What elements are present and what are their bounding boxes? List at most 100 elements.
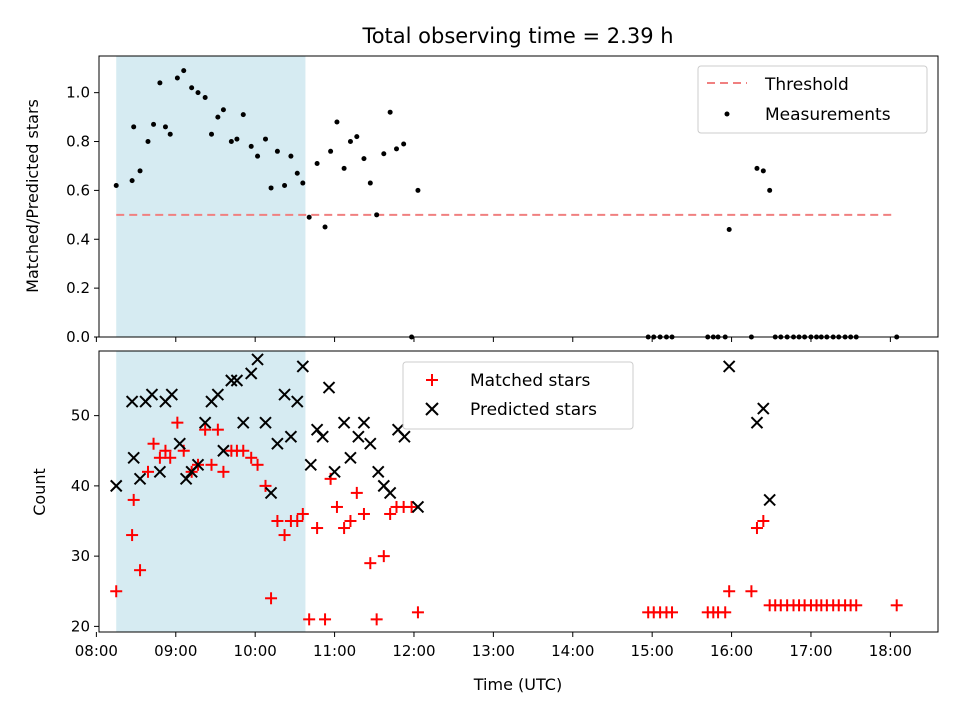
predicted-star-point bbox=[722, 360, 736, 373]
matched-star-point bbox=[134, 564, 147, 577]
matched-star-point bbox=[723, 585, 736, 598]
measurement-point bbox=[754, 165, 760, 171]
measurement-point bbox=[306, 214, 312, 220]
measurement-point bbox=[314, 161, 320, 167]
measurement-point bbox=[195, 90, 201, 96]
matched-star-point bbox=[245, 451, 258, 464]
matched-star-point bbox=[377, 550, 390, 563]
measurement-point bbox=[401, 141, 407, 147]
predicted-star-point bbox=[757, 402, 770, 415]
measurement-point bbox=[328, 148, 334, 154]
measurement-point bbox=[189, 85, 195, 91]
measurement-point bbox=[145, 139, 151, 145]
top-ytick-label: 0.4 bbox=[66, 230, 90, 248]
bottom-ytick-label: 40 bbox=[71, 477, 90, 495]
top-ytick-label: 0.8 bbox=[66, 133, 90, 151]
predicted-star-point bbox=[237, 416, 250, 429]
measurements-legend-label: Measurements bbox=[765, 105, 891, 125]
measurement-point bbox=[268, 185, 274, 191]
observing-span-bottom bbox=[116, 351, 306, 632]
matched-star-point bbox=[311, 522, 324, 535]
matched-star-point bbox=[159, 444, 172, 457]
measurement-point bbox=[113, 183, 119, 189]
bottom-legend: Matched stars Predicted stars bbox=[402, 361, 634, 430]
top-ytick-label: 1.0 bbox=[66, 84, 90, 102]
measurement-point bbox=[215, 114, 221, 120]
measurement-point bbox=[129, 178, 135, 184]
matched-star-point bbox=[666, 606, 679, 619]
matched-star-point bbox=[357, 507, 370, 520]
measurement-point bbox=[274, 148, 280, 154]
measurement-point bbox=[202, 95, 208, 101]
bottom-axes-frame bbox=[98, 350, 939, 633]
measurement-point bbox=[387, 109, 393, 115]
top-axes-frame bbox=[98, 55, 939, 338]
predicted-star-point bbox=[191, 458, 205, 472]
top-panel: 0.0 0.2 0.4 0.6 0.8 1.0 Matched/Predicted sta… bbox=[23, 55, 939, 346]
matched-star-point bbox=[757, 515, 770, 528]
top-ytick-label: 0.0 bbox=[66, 328, 90, 346]
predicted-star-point bbox=[264, 486, 278, 500]
measurement-point bbox=[131, 124, 137, 130]
matched-star-point bbox=[199, 423, 212, 436]
top-ytick-label: 0.2 bbox=[66, 279, 90, 297]
bottom-xtick-label: 15:00 bbox=[631, 642, 674, 660]
measurement-point bbox=[341, 165, 347, 171]
predicted-star-point bbox=[211, 388, 225, 401]
matched-star-point bbox=[271, 515, 284, 528]
predicted-star-point bbox=[344, 451, 357, 464]
bottom-xtick-label: 14:00 bbox=[551, 642, 594, 660]
bottom-xtick-label: 16:00 bbox=[710, 642, 753, 660]
matched-star-point bbox=[745, 585, 758, 598]
matched-star-point bbox=[171, 416, 184, 429]
measurement-point bbox=[228, 139, 234, 145]
matched-star-point bbox=[370, 613, 383, 626]
measurement-point bbox=[374, 212, 380, 218]
matched-star-point bbox=[127, 493, 140, 506]
matched-star-point bbox=[211, 423, 224, 436]
predicted-star-point bbox=[271, 437, 284, 450]
measurement-point bbox=[334, 119, 340, 125]
bottom-xlabel: Time (UTC) bbox=[473, 675, 562, 694]
matched-star-point bbox=[750, 522, 763, 535]
measurement-point bbox=[347, 139, 353, 145]
measurement-point bbox=[294, 170, 300, 176]
matched-star-point bbox=[338, 522, 351, 535]
predicted-star-point bbox=[322, 381, 336, 394]
predicted-star-point bbox=[198, 416, 212, 429]
matched-star-point bbox=[265, 592, 278, 605]
predicted-star-point bbox=[372, 465, 385, 479]
predicted-star-point bbox=[411, 500, 425, 514]
measurements-legend-swatch bbox=[724, 111, 730, 117]
matched-star-point bbox=[319, 613, 332, 626]
matched-star-point bbox=[237, 444, 250, 457]
matched-star-point bbox=[719, 606, 732, 619]
predicted-star-point bbox=[398, 430, 411, 443]
bottom-ytick-label: 20 bbox=[71, 617, 90, 635]
predicted-star-point bbox=[225, 374, 238, 387]
measurement-point bbox=[767, 187, 773, 193]
predicted-star-point bbox=[316, 430, 329, 443]
measurement-point bbox=[174, 75, 180, 81]
measurement-point bbox=[234, 136, 240, 142]
measurement-point bbox=[361, 156, 367, 162]
measurement-point bbox=[137, 168, 143, 174]
measurement-point bbox=[300, 180, 306, 186]
predicted-star-point bbox=[217, 444, 230, 457]
measurement-point bbox=[157, 80, 163, 86]
predicted-star-point bbox=[259, 416, 272, 429]
star-count-points bbox=[110, 353, 903, 626]
top-axis-ticks: 0.0 0.2 0.4 0.6 0.8 1.0 bbox=[66, 84, 891, 346]
predicted-star-point bbox=[296, 360, 310, 373]
predicted-star-point bbox=[153, 465, 167, 479]
matched-star-point bbox=[303, 613, 316, 626]
bottom-ytick-label: 30 bbox=[71, 547, 90, 565]
predicted-star-point bbox=[304, 458, 317, 472]
predicted-star-point bbox=[352, 430, 365, 443]
predicted-legend-swatch bbox=[425, 402, 439, 416]
predicted-star-point bbox=[244, 367, 258, 380]
measurement-point bbox=[760, 168, 766, 174]
predicted-star-point bbox=[173, 437, 186, 450]
predicted-star-point bbox=[127, 451, 140, 464]
